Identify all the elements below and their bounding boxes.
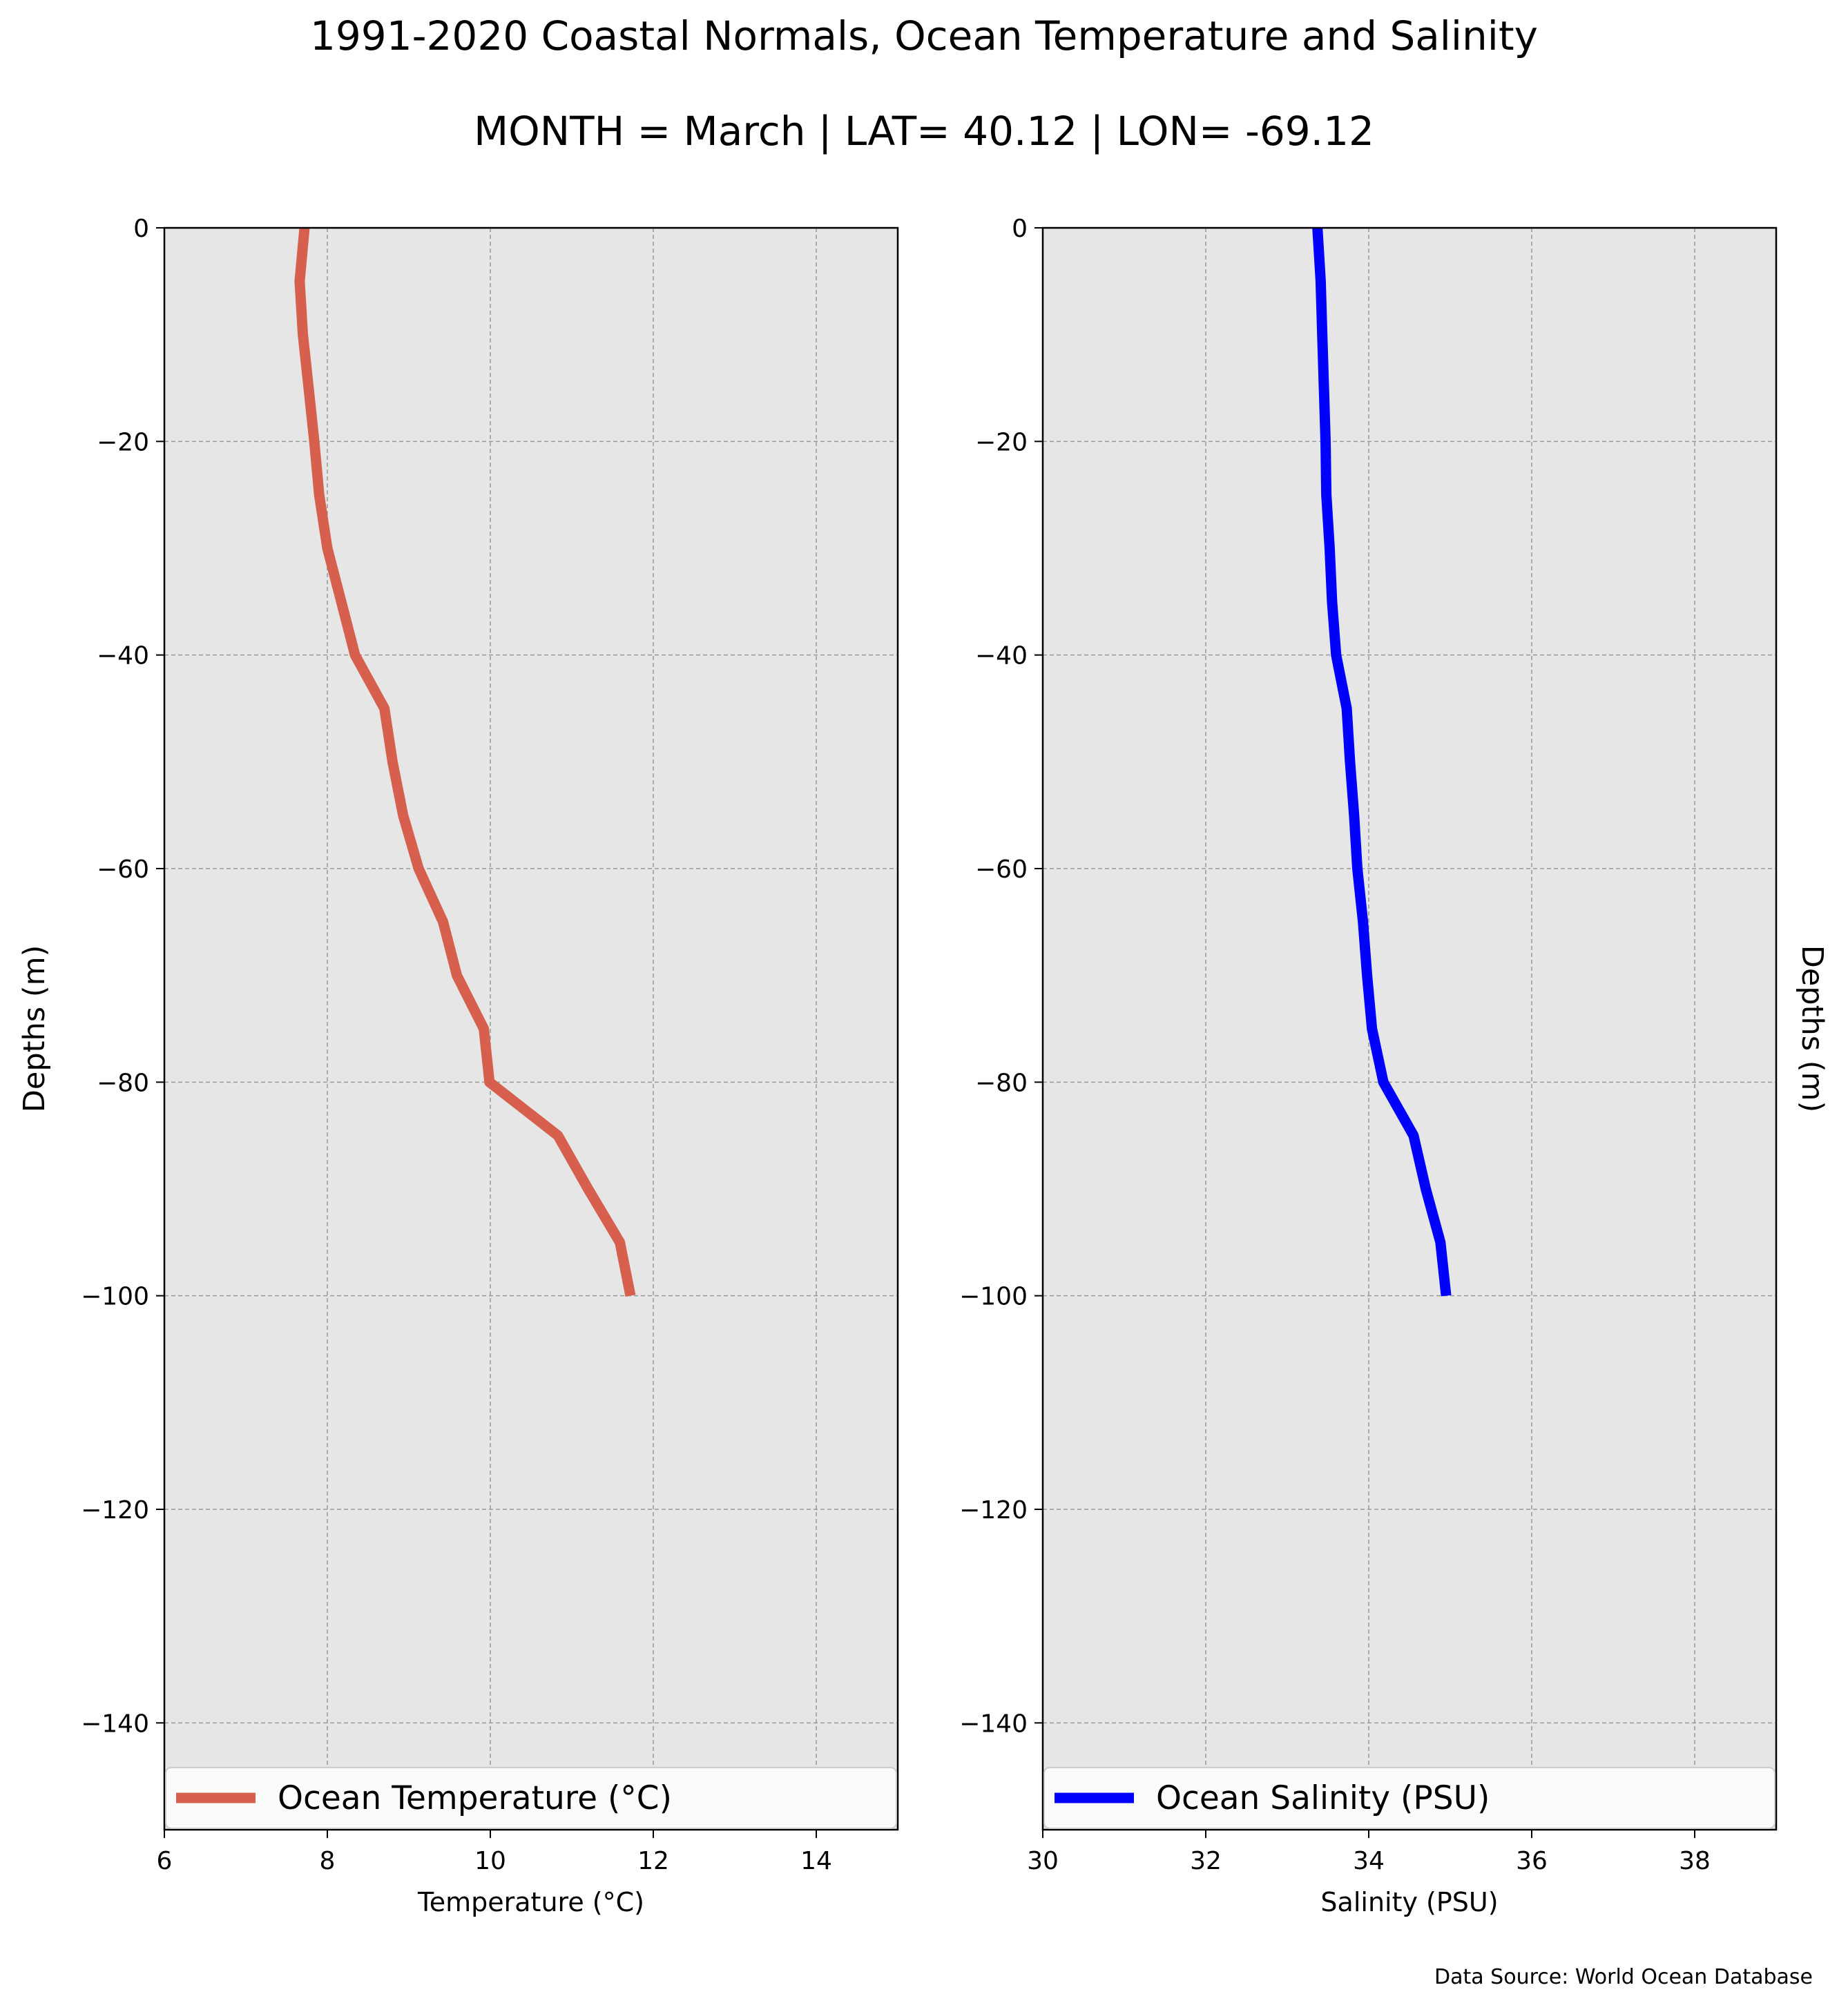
salinity-y-axis-label: Depths (m) xyxy=(1795,945,1829,1112)
temperature-y-tick-label: 0 xyxy=(133,215,149,243)
temperature-y-axis-label: Depths (m) xyxy=(17,945,52,1112)
temperature-plot-frame xyxy=(163,226,899,1831)
temperature-grid xyxy=(164,228,898,1830)
salinity-plot-area xyxy=(1043,228,1776,1830)
temperature-x-tick-label: 8 xyxy=(320,1847,336,1875)
temperature-y-tick-label: −100 xyxy=(81,1283,149,1311)
temperature-y-tick-label: −40 xyxy=(97,642,149,670)
temperature-y-tick-label: −80 xyxy=(97,1069,149,1097)
data-source-note: Data Source: World Ocean Database xyxy=(1434,1965,1813,1989)
salinity-plot-frame xyxy=(1041,226,1778,1831)
salinity-x-tick-label: 30 xyxy=(1027,1847,1059,1875)
salinity-panel: 30 32 34 36 38 0 −20 −40 −60 −80 −100 −120 −140 Ocea… xyxy=(959,215,1829,1917)
salinity-y-tick-label: −100 xyxy=(959,1283,1028,1311)
salinity-y-tick-label: −80 xyxy=(975,1069,1028,1097)
temperature-x-tick-label: 10 xyxy=(474,1847,506,1875)
temperature-x-tick-label: 14 xyxy=(800,1847,832,1875)
temperature-legend-label: Ocean Temperature (°C) xyxy=(278,1779,672,1817)
salinity-x-tick-label: 38 xyxy=(1679,1847,1711,1875)
salinity-y-tick-label: −120 xyxy=(959,1496,1028,1525)
salinity-y-tick-label: −60 xyxy=(975,855,1028,884)
salinity-y-tick-label: −20 xyxy=(975,428,1028,456)
salinity-y-tick-label: −140 xyxy=(959,1710,1028,1738)
salinity-legend: Ocean Salinity (PSU) xyxy=(1043,1767,1775,1829)
salinity-legend-box xyxy=(1043,1767,1775,1829)
temperature-x-tick-label: 12 xyxy=(637,1847,669,1875)
temperature-panel: 6 8 10 12 14 0 −20 −40 −60 −80 −100 −120 −140 Ocean … xyxy=(17,215,899,1917)
salinity-x-tick-label: 34 xyxy=(1353,1847,1385,1875)
figure-subtitle: MONTH = March | LAT= 40.12 | LON= -69.12 xyxy=(474,108,1374,155)
salinity-grid xyxy=(1043,228,1776,1830)
temperature-y-tick-label: −120 xyxy=(81,1496,149,1525)
salinity-profile-line xyxy=(1312,227,1452,1297)
temperature-x-tick-label: 6 xyxy=(157,1847,173,1875)
salinity-y-tick-label: 0 xyxy=(1012,215,1028,243)
salinity-x-tick-label: 32 xyxy=(1190,1847,1222,1875)
salinity-ticks: 30 32 34 36 38 0 −20 −40 −60 −80 −100 −120 −140 xyxy=(959,215,1711,1875)
temperature-x-axis-label: Temperature (°C) xyxy=(417,1887,644,1917)
temperature-legend: Ocean Temperature (°C) xyxy=(165,1767,897,1829)
temperature-y-tick-label: −140 xyxy=(81,1710,149,1738)
salinity-legend-label: Ocean Salinity (PSU) xyxy=(1156,1779,1490,1817)
temperature-legend-box xyxy=(165,1767,897,1829)
temperature-y-tick-label: −60 xyxy=(97,855,149,884)
salinity-y-tick-label: −40 xyxy=(975,642,1028,670)
salinity-x-tick-label: 36 xyxy=(1516,1847,1548,1875)
temperature-plot-area xyxy=(164,228,898,1830)
figure-title: 1991-2020 Coastal Normals, Ocean Tempera… xyxy=(310,12,1538,59)
salinity-x-axis-label: Salinity (PSU) xyxy=(1320,1887,1498,1917)
temperature-y-tick-label: −20 xyxy=(97,428,149,456)
temperature-profile-line xyxy=(294,227,636,1297)
temperature-ticks: 6 8 10 12 14 0 −20 −40 −60 −80 −100 −120 −140 xyxy=(81,215,832,1875)
